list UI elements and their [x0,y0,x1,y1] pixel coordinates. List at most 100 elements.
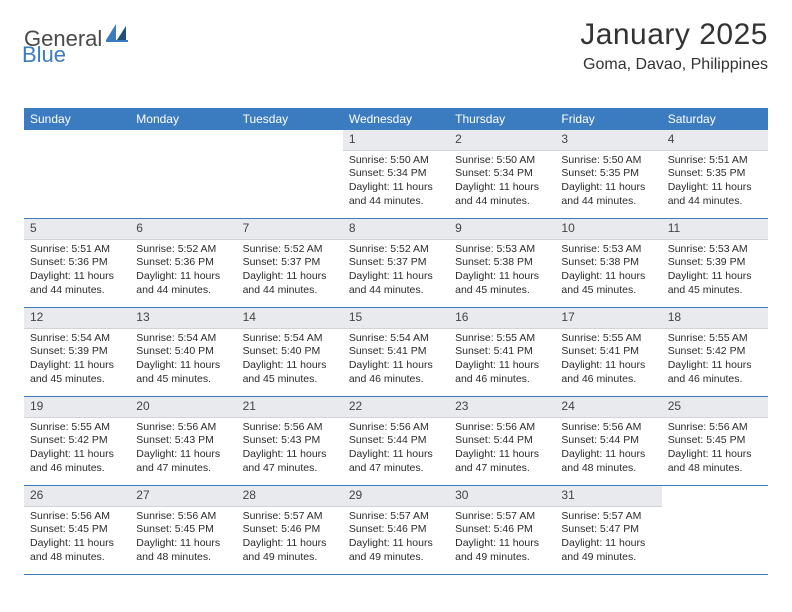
daylight-line: Daylight: 11 hours and 44 minutes. [136,270,230,297]
sunset-line: Sunset: 5:41 PM [455,345,549,359]
title-block: January 2025 Goma, Davao, Philippines [580,18,768,74]
empty-day-cell [237,130,343,218]
day-body: Sunrise: 5:55 AMSunset: 5:42 PMDaylight:… [662,329,768,391]
day-number: 21 [237,397,343,418]
day-number: 14 [237,308,343,329]
sunrise-line: Sunrise: 5:53 AM [561,243,655,257]
day-body: Sunrise: 5:50 AMSunset: 5:34 PMDaylight:… [343,151,449,213]
daylight-line: Daylight: 11 hours and 44 minutes. [243,270,337,297]
day-cell: 8Sunrise: 5:52 AMSunset: 5:37 PMDaylight… [343,219,449,307]
weekday-header: Friday [555,108,661,130]
sunset-line: Sunset: 5:39 PM [668,256,762,270]
sunset-line: Sunset: 5:46 PM [243,523,337,537]
day-cell: 29Sunrise: 5:57 AMSunset: 5:46 PMDayligh… [343,486,449,574]
day-number: 12 [24,308,130,329]
sunrise-line: Sunrise: 5:55 AM [668,332,762,346]
day-number: 28 [237,486,343,507]
sunset-line: Sunset: 5:42 PM [668,345,762,359]
day-body: Sunrise: 5:52 AMSunset: 5:36 PMDaylight:… [130,240,236,302]
daylight-line: Daylight: 11 hours and 44 minutes. [349,270,443,297]
day-body: Sunrise: 5:57 AMSunset: 5:47 PMDaylight:… [555,507,661,569]
sunrise-line: Sunrise: 5:54 AM [30,332,124,346]
day-cell: 14Sunrise: 5:54 AMSunset: 5:40 PMDayligh… [237,308,343,396]
sunset-line: Sunset: 5:44 PM [349,434,443,448]
day-cell: 7Sunrise: 5:52 AMSunset: 5:37 PMDaylight… [237,219,343,307]
day-cell: 22Sunrise: 5:56 AMSunset: 5:44 PMDayligh… [343,397,449,485]
page-header: General January 2025 Goma, Davao, Philip… [24,18,768,74]
sunset-line: Sunset: 5:47 PM [561,523,655,537]
daylight-line: Daylight: 11 hours and 49 minutes. [349,537,443,564]
week-row: 5Sunrise: 5:51 AMSunset: 5:36 PMDaylight… [24,219,768,308]
sunset-line: Sunset: 5:43 PM [243,434,337,448]
day-number: 4 [662,130,768,151]
day-body: Sunrise: 5:56 AMSunset: 5:44 PMDaylight:… [555,418,661,480]
sunrise-line: Sunrise: 5:50 AM [561,154,655,168]
day-cell: 26Sunrise: 5:56 AMSunset: 5:45 PMDayligh… [24,486,130,574]
daylight-line: Daylight: 11 hours and 48 minutes. [136,537,230,564]
day-body: Sunrise: 5:57 AMSunset: 5:46 PMDaylight:… [343,507,449,569]
day-body: Sunrise: 5:56 AMSunset: 5:44 PMDaylight:… [343,418,449,480]
day-cell: 31Sunrise: 5:57 AMSunset: 5:47 PMDayligh… [555,486,661,574]
sunset-line: Sunset: 5:34 PM [349,167,443,181]
day-body: Sunrise: 5:54 AMSunset: 5:41 PMDaylight:… [343,329,449,391]
sunrise-line: Sunrise: 5:54 AM [349,332,443,346]
weekday-header: Wednesday [343,108,449,130]
sunrise-line: Sunrise: 5:57 AM [349,510,443,524]
sunset-line: Sunset: 5:44 PM [561,434,655,448]
daylight-line: Daylight: 11 hours and 47 minutes. [349,448,443,475]
daylight-line: Daylight: 11 hours and 48 minutes. [561,448,655,475]
weekday-header: Tuesday [237,108,343,130]
day-cell: 27Sunrise: 5:56 AMSunset: 5:45 PMDayligh… [130,486,236,574]
location-text: Goma, Davao, Philippines [580,56,768,74]
sunset-line: Sunset: 5:44 PM [455,434,549,448]
day-cell: 11Sunrise: 5:53 AMSunset: 5:39 PMDayligh… [662,219,768,307]
daylight-line: Daylight: 11 hours and 46 minutes. [561,359,655,386]
daylight-line: Daylight: 11 hours and 44 minutes. [561,181,655,208]
daylight-line: Daylight: 11 hours and 45 minutes. [30,359,124,386]
calendar-page: General January 2025 Goma, Davao, Philip… [0,0,792,575]
daylight-line: Daylight: 11 hours and 44 minutes. [668,181,762,208]
day-body: Sunrise: 5:56 AMSunset: 5:43 PMDaylight:… [237,418,343,480]
day-number: 18 [662,308,768,329]
logo-text-blue: Blue [22,42,66,67]
weekday-header-row: SundayMondayTuesdayWednesdayThursdayFrid… [24,108,768,130]
daylight-line: Daylight: 11 hours and 48 minutes. [30,537,124,564]
day-body: Sunrise: 5:53 AMSunset: 5:38 PMDaylight:… [555,240,661,302]
day-number: 2 [449,130,555,151]
sunrise-line: Sunrise: 5:54 AM [243,332,337,346]
sunrise-line: Sunrise: 5:55 AM [455,332,549,346]
sunset-line: Sunset: 5:37 PM [349,256,443,270]
sunset-line: Sunset: 5:38 PM [561,256,655,270]
day-body: Sunrise: 5:51 AMSunset: 5:35 PMDaylight:… [662,151,768,213]
daylight-line: Daylight: 11 hours and 48 minutes. [668,448,762,475]
day-cell: 19Sunrise: 5:55 AMSunset: 5:42 PMDayligh… [24,397,130,485]
day-body: Sunrise: 5:56 AMSunset: 5:45 PMDaylight:… [662,418,768,480]
daylight-line: Daylight: 11 hours and 49 minutes. [243,537,337,564]
weeks-container: 1Sunrise: 5:50 AMSunset: 5:34 PMDaylight… [24,130,768,575]
day-cell: 1Sunrise: 5:50 AMSunset: 5:34 PMDaylight… [343,130,449,218]
week-row: 1Sunrise: 5:50 AMSunset: 5:34 PMDaylight… [24,130,768,219]
sunset-line: Sunset: 5:35 PM [561,167,655,181]
sunrise-line: Sunrise: 5:56 AM [561,421,655,435]
day-number: 9 [449,219,555,240]
daylight-line: Daylight: 11 hours and 45 minutes. [668,270,762,297]
weekday-header: Saturday [662,108,768,130]
daylight-line: Daylight: 11 hours and 46 minutes. [30,448,124,475]
day-number: 24 [555,397,661,418]
day-number: 5 [24,219,130,240]
sunset-line: Sunset: 5:43 PM [136,434,230,448]
daylight-line: Daylight: 11 hours and 47 minutes. [455,448,549,475]
daylight-line: Daylight: 11 hours and 44 minutes. [30,270,124,297]
sunrise-line: Sunrise: 5:53 AM [455,243,549,257]
day-body: Sunrise: 5:55 AMSunset: 5:41 PMDaylight:… [555,329,661,391]
day-body: Sunrise: 5:57 AMSunset: 5:46 PMDaylight:… [449,507,555,569]
day-number: 16 [449,308,555,329]
sail-icon [106,24,128,47]
day-cell: 5Sunrise: 5:51 AMSunset: 5:36 PMDaylight… [24,219,130,307]
day-cell: 25Sunrise: 5:56 AMSunset: 5:45 PMDayligh… [662,397,768,485]
day-body: Sunrise: 5:55 AMSunset: 5:41 PMDaylight:… [449,329,555,391]
day-body: Sunrise: 5:50 AMSunset: 5:34 PMDaylight:… [449,151,555,213]
sunset-line: Sunset: 5:34 PM [455,167,549,181]
day-number: 31 [555,486,661,507]
daylight-line: Daylight: 11 hours and 49 minutes. [455,537,549,564]
